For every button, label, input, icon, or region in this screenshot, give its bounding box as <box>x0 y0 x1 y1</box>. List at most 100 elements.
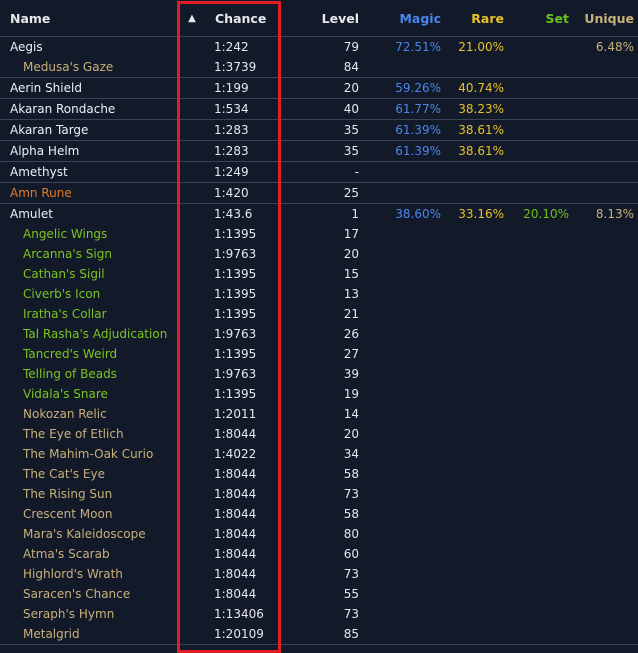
column-header-magic[interactable]: Magic <box>399 10 441 26</box>
item-name: Highlord's Wrath <box>23 567 123 581</box>
magic-chance: 61.39% <box>395 123 441 137</box>
table-row[interactable]: Arcanna's Sign 1:9763 20 <box>0 244 638 264</box>
table-row[interactable]: Amulet 1:43.6 1 38.60% 33.16% 20.10% 8.13% <box>0 204 638 224</box>
item-level: 35 <box>343 144 359 158</box>
drop-chance: 1:1395 <box>214 287 257 301</box>
item-level: 73 <box>343 487 359 501</box>
item-level: 27 <box>343 347 359 361</box>
item-level: 85 <box>343 627 359 641</box>
item-level: 84 <box>343 60 359 74</box>
item-name: Mara's Kaleidoscope <box>23 527 146 541</box>
drop-chance: 1:9763 <box>214 327 257 341</box>
table-row[interactable]: Telling of Beads 1:9763 39 <box>0 364 638 384</box>
table-row[interactable]: Amethyst 1:249 - <box>0 162 638 182</box>
column-header-set[interactable]: Set <box>545 10 569 26</box>
table-row[interactable]: The Rising Sun 1:8044 73 <box>0 484 638 504</box>
sort-ascending-icon[interactable]: ▲ <box>188 12 196 24</box>
column-header-unique[interactable]: Unique <box>584 10 634 26</box>
set-chance: 20.10% <box>523 207 569 221</box>
item-level: 1 <box>351 207 359 221</box>
item-name: Civerb's Icon <box>23 287 101 301</box>
item-level: 40 <box>343 102 359 116</box>
table-row[interactable]: Aegis 1:242 79 72.51% 21.00% 6.48% <box>0 37 638 57</box>
drop-chance: 1:8044 <box>214 567 257 581</box>
table-row[interactable]: Civerb's Icon 1:1395 13 <box>0 284 638 304</box>
table-body: Aegis 1:242 79 72.51% 21.00% 6.48% Medusa's Ga… <box>0 37 638 645</box>
item-level: 17 <box>343 227 359 241</box>
item-name: Alpha Helm <box>10 144 80 158</box>
drop-chance: 1:8044 <box>214 587 257 601</box>
table-row[interactable]: Amn Rune 1:420 25 <box>0 183 638 203</box>
drop-chance: 1:43.6 <box>214 207 253 221</box>
table-row[interactable]: Mara's Kaleidoscope 1:8044 80 <box>0 524 638 544</box>
item-name: The Rising Sun <box>23 487 113 501</box>
table-row[interactable]: Medusa's Gaze 1:3739 84 <box>0 57 638 77</box>
item-level: 20 <box>343 247 359 261</box>
table-row[interactable]: Iratha's Collar 1:1395 21 <box>0 304 638 324</box>
table-row[interactable]: Cathan's Sigil 1:1395 15 <box>0 264 638 284</box>
drop-chance: 1:1395 <box>214 267 257 281</box>
column-header-level[interactable]: Level <box>321 10 359 26</box>
table-row[interactable]: Akaran Rondache 1:534 40 61.77% 38.23% <box>0 99 638 119</box>
item-name: Akaran Rondache <box>10 102 116 116</box>
magic-chance: 61.39% <box>395 144 441 158</box>
item-level: 73 <box>343 607 359 621</box>
drop-chance: 1:1395 <box>214 307 257 321</box>
drop-chance: 1:20109 <box>214 627 264 641</box>
table-row[interactable]: Nokozan Relic 1:2011 14 <box>0 404 638 424</box>
rare-chance: 38.61% <box>458 144 504 158</box>
table-row[interactable]: Metalgrid 1:20109 85 <box>0 624 638 644</box>
column-header-rare[interactable]: Rare <box>471 10 504 26</box>
table-row[interactable]: Saracen's Chance 1:8044 55 <box>0 584 638 604</box>
rare-chance: 38.61% <box>458 123 504 137</box>
table-row[interactable]: The Eye of Etlich 1:8044 20 <box>0 424 638 444</box>
item-name: Metalgrid <box>23 627 80 641</box>
drop-chance: 1:13406 <box>214 607 264 621</box>
item-level: 13 <box>343 287 359 301</box>
item-group: Amn Rune 1:420 25 <box>0 183 638 204</box>
item-level: 60 <box>343 547 359 561</box>
column-header-name[interactable]: Name <box>10 10 51 26</box>
item-name: The Eye of Etlich <box>23 427 124 441</box>
table-row[interactable]: Tancred's Weird 1:1395 27 <box>0 344 638 364</box>
table-row[interactable]: The Cat's Eye 1:8044 58 <box>0 464 638 484</box>
item-group: Aerin Shield 1:199 20 59.26% 40.74% <box>0 78 638 99</box>
table-row[interactable]: Aerin Shield 1:199 20 59.26% 40.74% <box>0 78 638 98</box>
item-name: Tancred's Weird <box>23 347 118 361</box>
item-level: 58 <box>343 507 359 521</box>
item-group: Amethyst 1:249 - <box>0 162 638 183</box>
drop-chance: 1:534 <box>214 102 249 116</box>
item-name: Angelic Wings <box>23 227 108 241</box>
item-group: Amulet 1:43.6 1 38.60% 33.16% 20.10% 8.13% Ange… <box>0 204 638 645</box>
item-name: The Mahim-Oak Curio <box>23 447 154 461</box>
drop-chance: 1:8044 <box>214 547 257 561</box>
table-row[interactable]: Tal Rasha's Adjudication 1:9763 26 <box>0 324 638 344</box>
table-row[interactable]: Crescent Moon 1:8044 58 <box>0 504 638 524</box>
table-row[interactable]: Alpha Helm 1:283 35 61.39% 38.61% <box>0 141 638 161</box>
drop-chance: 1:199 <box>214 81 249 95</box>
item-name: Saracen's Chance <box>23 587 131 601</box>
table-row[interactable]: Vidala's Snare 1:1395 19 <box>0 384 638 404</box>
table-row[interactable]: The Mahim-Oak Curio 1:4022 34 <box>0 444 638 464</box>
table-row[interactable]: Atma's Scarab 1:8044 60 <box>0 544 638 564</box>
table-row[interactable]: Highlord's Wrath 1:8044 73 <box>0 564 638 584</box>
rare-chance: 40.74% <box>458 81 504 95</box>
table-row[interactable]: Seraph's Hymn 1:13406 73 <box>0 604 638 624</box>
table-row[interactable]: Akaran Targe 1:283 35 61.39% 38.61% <box>0 120 638 140</box>
item-level: 20 <box>343 81 359 95</box>
column-header-chance[interactable]: Chance <box>215 10 267 26</box>
item-level: 19 <box>343 387 359 401</box>
item-group: Akaran Targe 1:283 35 61.39% 38.61% <box>0 120 638 141</box>
drop-chance: 1:8044 <box>214 427 257 441</box>
item-name: Tal Rasha's Adjudication <box>23 327 168 341</box>
rare-chance: 33.16% <box>458 207 504 221</box>
item-level: 20 <box>343 427 359 441</box>
drop-chance: 1:242 <box>214 40 249 54</box>
table-row[interactable]: Angelic Wings 1:1395 17 <box>0 224 638 244</box>
magic-chance: 72.51% <box>395 40 441 54</box>
drop-chance: 1:2011 <box>214 407 257 421</box>
item-name: Iratha's Collar <box>23 307 107 321</box>
drop-chance: 1:4022 <box>214 447 257 461</box>
item-level: 25 <box>343 186 359 200</box>
